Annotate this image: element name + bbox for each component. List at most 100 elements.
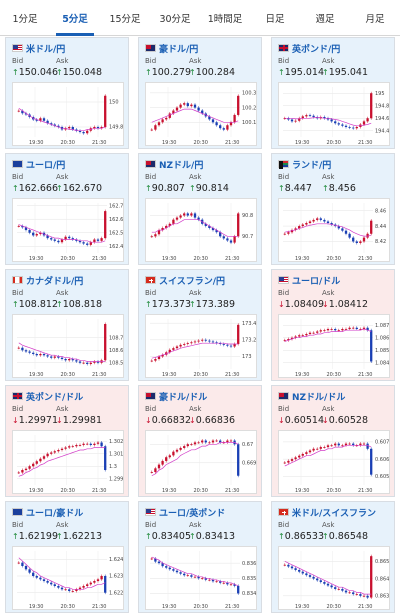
candle-body (334, 443, 337, 446)
arrow-up-icon: ↑ (12, 184, 19, 193)
candle-body (46, 355, 49, 357)
currency-pair-card[interactable]: 米ドル/スイスフラン Bid Ask ↑0.86533 ↑0.86548 0.863 0.8… (271, 501, 395, 613)
pair-name[interactable]: ユーロ/円 (26, 160, 66, 171)
candle-body (301, 335, 304, 337)
candle-body (370, 330, 373, 362)
candle-body (215, 342, 218, 344)
price-chart[interactable]: 100.1 100.2 100.3 19:30 20:30 21:30 (145, 82, 257, 146)
price-chart[interactable]: 90.7 90.8 19:30 20:30 21:30 (145, 198, 257, 262)
pair-name[interactable]: 英ポンド/円 (292, 44, 341, 55)
candle-body (193, 442, 197, 445)
currency-pair-card[interactable]: 豪ドル/円 Bid Ask ↑100.279 ↑100.284 100.1 100.2 100… (138, 37, 262, 149)
candle-body (366, 443, 369, 449)
currency-pair-card[interactable]: 英ポンド/円 Bid Ask ↑195.014 ↑195.041 194.4 194.6 19… (271, 37, 395, 149)
moving-average-line (284, 444, 372, 467)
y-tick-label: 0.863 (375, 594, 389, 600)
currency-pair-card[interactable]: ユーロ/英ポンド Bid Ask ↑0.83405 ↑0.83413 0.834 0.835… (138, 501, 262, 613)
bid-value: ↓1.29971 (12, 415, 58, 426)
pair-name[interactable]: ユーロ/英ポンド (159, 508, 226, 519)
candle-body (290, 119, 294, 122)
currency-pair-card[interactable]: スイスフラン/円 Bid Ask ↑173.373 ↑173.389 173 173.2 17… (138, 269, 262, 381)
pair-name[interactable]: カナダドル/円 (26, 276, 84, 287)
candle-body (100, 127, 103, 129)
pair-name[interactable]: NZドル/円 (159, 160, 204, 171)
candle-body (222, 344, 225, 345)
pair-name[interactable]: 豪ドル/ドル (159, 392, 208, 403)
bid-label: Bid (278, 173, 290, 181)
x-tick-label: 21:30 (358, 488, 372, 494)
price-chart[interactable]: 149.8 150 19:30 20:30 21:30 (12, 82, 124, 146)
candle-body (294, 568, 297, 570)
candle-body (294, 228, 297, 230)
price-chart[interactable]: 0.669 0.67 19:30 20:30 21:30 (145, 430, 257, 494)
ask-value: ↓0.66836 (189, 415, 235, 426)
candle-body (366, 118, 369, 122)
candle-body (341, 588, 344, 591)
tab-timeframe[interactable]: 1時間足 (207, 13, 243, 25)
price-chart[interactable]: 1.299 1.3 1.301 1.302 19:30 20:30 21:30 (12, 430, 124, 494)
candle-body (60, 587, 64, 590)
tab-timeframe[interactable]: 週足 (315, 13, 335, 25)
price-chart[interactable]: 8.42 8.44 8.46 19:30 20:30 21:30 (278, 198, 390, 262)
currency-pair-card[interactable]: ユーロ/円 Bid Ask ↑162.666 ↑162.670 162.4 162.5 162… (5, 153, 129, 265)
arrow-down-icon: ↓ (322, 300, 329, 309)
bid-value: ↑108.812 (12, 299, 58, 310)
currency-pair-card[interactable]: ユーロ/ドル Bid Ask ↓1.08409 ↓1.08412 1.084 1.085 1.… (271, 269, 395, 381)
y-tick-label: 100.3 (242, 91, 256, 97)
price-chart[interactable]: 194.4 194.6 194.8 195 19:30 20:30 21:30 (278, 82, 390, 146)
y-tick-label: 195 (375, 91, 385, 97)
tab-timeframe[interactable]: 5分足 (50, 0, 100, 36)
price-chart[interactable]: 162.4 162.5 162.6 162.7 19:30 20:30 21:30 (12, 198, 124, 262)
price-chart[interactable]: 173 173.2 173.4 19:30 20:30 21:30 (145, 314, 257, 378)
candle-body (21, 470, 24, 473)
currency-pair-card[interactable]: 英ポンド/ドル Bid Ask ↓1.29971 ↓1.29981 1.299 1.3 1.3… (5, 385, 129, 497)
y-tick-label: 1.085 (375, 348, 389, 354)
bid-ask-labels: Bid Ask (278, 57, 388, 66)
tab-timeframe[interactable]: 15分足 (109, 13, 141, 25)
candle-body (104, 95, 107, 127)
currency-pair-card[interactable]: NZドル/ドル Bid Ask ↓0.60514 ↓0.60528 0.605 0.606 0… (271, 385, 395, 497)
card-header: ユーロ/英ポンド (145, 505, 255, 519)
x-tick-label: 20:30 (327, 488, 341, 494)
candle-body (35, 119, 38, 121)
price-chart[interactable]: 0.834 0.835 0.836 19:30 20:30 21:30 (145, 546, 257, 610)
bid-ask-values: ↑90.807 ↑90.814 (145, 182, 255, 195)
pair-name[interactable]: ユーロ/ドル (292, 276, 341, 287)
pair-name[interactable]: スイスフラン/円 (159, 276, 226, 287)
candle-body (157, 356, 161, 359)
tab-timeframe[interactable]: 月足 (365, 13, 385, 25)
currency-pair-card[interactable]: 米ドル/円 Bid Ask ↑150.046 ↑150.048 149.8 150 19:30… (5, 37, 129, 149)
tab-timeframe[interactable]: 30分足 (159, 13, 191, 25)
currency-pair-card[interactable]: ユーロ/豪ドル Bid Ask ↑1.62199 ↑1.62213 1.622 1.623 1… (5, 501, 129, 613)
price-chart[interactable]: 1.622 1.623 1.624 19:30 20:30 21:30 (12, 546, 124, 610)
pair-name[interactable]: ユーロ/豪ドル (26, 508, 84, 519)
candle-body (341, 124, 344, 126)
currency-pair-card[interactable]: NZドル/円 Bid Ask ↑90.807 ↑90.814 90.7 90.8 19:30 2… (138, 153, 262, 265)
price-chart[interactable]: 0.605 0.606 0.607 19:30 20:30 21:30 (278, 430, 390, 494)
candle-body (283, 233, 286, 235)
candle-body (348, 443, 351, 445)
candle-body (326, 445, 330, 448)
price-chart[interactable]: 108.5 108.6 108.7 19:30 20:30 21:30 (12, 314, 124, 378)
tab-timeframe[interactable]: 日足 (265, 13, 285, 25)
pair-name[interactable]: ランド/円 (292, 160, 332, 171)
currency-pair-card[interactable]: ランド/円 Bid Ask ↑8.447 ↑8.456 8.42 8.44 8.46 19:30… (271, 153, 395, 265)
pair-name[interactable]: 米ドル/スイスフラン (292, 508, 377, 519)
currency-pair-card[interactable]: 豪ドル/ドル Bid Ask ↓0.66832 ↓0.66836 0.669 0.67 19:… (138, 385, 262, 497)
price-chart[interactable]: 0.863 0.864 0.865 19:30 20:30 21:30 (278, 546, 390, 610)
bid-ask-labels: Bid Ask (278, 521, 388, 530)
pair-name[interactable]: 豪ドル/円 (159, 44, 199, 55)
y-tick-label: 150 (109, 100, 119, 106)
pair-name[interactable]: 米ドル/円 (26, 44, 66, 55)
candle-body (201, 110, 204, 114)
ask-price: 195.041 (328, 67, 368, 78)
price-chart[interactable]: 1.084 1.085 1.086 1.087 19:30 20:30 21:30 (278, 314, 390, 378)
pair-name[interactable]: 英ポンド/ドル (26, 392, 84, 403)
candle-body (175, 346, 179, 349)
candle-body (28, 230, 31, 233)
pair-name[interactable]: NZドル/ドル (292, 392, 346, 403)
currency-pair-card[interactable]: カナダドル/円 Bid Ask ↑108.812 ↑108.818 108.5 108.6 1… (5, 269, 129, 381)
candle-body (319, 218, 322, 220)
candle-body (154, 468, 157, 473)
tab-timeframe[interactable]: 1分足 (12, 13, 38, 25)
